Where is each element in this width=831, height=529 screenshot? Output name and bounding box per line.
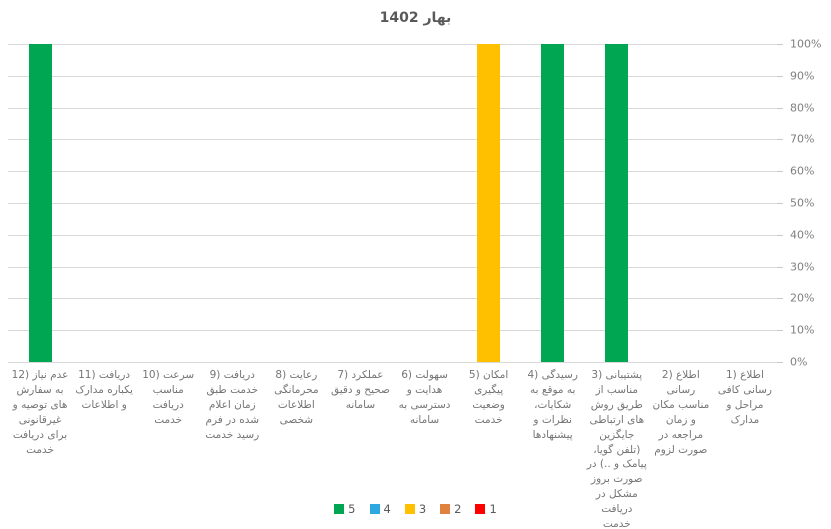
y-axis-tick [777, 107, 783, 109]
plot-area [8, 44, 777, 363]
legend-swatch-icon [404, 504, 415, 514]
legend-label: 5 [348, 502, 356, 516]
bar-category-3-rating-5 [605, 44, 629, 362]
gridline [8, 298, 777, 300]
gridline [8, 139, 777, 141]
gridline [8, 107, 777, 109]
y-axis-label: 80% [790, 101, 815, 115]
bar-category-4-rating-5 [541, 44, 565, 362]
y-axis-label: 100% [790, 37, 822, 51]
x-axis-label-1: 1) اطلاع رسانی کافی مراحل و مدارک [717, 369, 772, 426]
legend-label: 4 [383, 502, 391, 516]
y-axis-tick [777, 139, 783, 141]
bar-category-5-rating-3 [477, 44, 501, 362]
gridline [8, 234, 777, 236]
y-axis-tick [777, 266, 783, 268]
legend-item-5: 5 [334, 502, 356, 516]
legend-swatch-icon [369, 504, 380, 514]
y-axis-label: 30% [790, 260, 815, 274]
legend-swatch-icon [475, 504, 486, 514]
gridline [8, 203, 777, 204]
gridline [8, 266, 777, 268]
y-axis-tick [777, 234, 783, 236]
y-axis-tick [777, 44, 783, 45]
gridline [8, 44, 777, 45]
x-axis-label-2: 2) اطلاع رسانی مناسب مکان و زمان مراجعه … [652, 369, 710, 456]
x-axis-label-9: 9) دریافت خدمت طبق زمان اعلام شده در فرم… [205, 369, 260, 441]
legend-label: 3 [418, 502, 427, 516]
legend-label: 2 [454, 502, 462, 516]
x-axis-label-7: 7) عملکرد صحیح و دقیق سامانه [330, 369, 390, 411]
gridline [8, 362, 777, 363]
x-axis-label-3: 3) پشتیبانی مناسب از طریق روش های ارتباط… [586, 369, 647, 529]
legend-swatch-icon [334, 504, 345, 514]
y-axis-label: 20% [790, 291, 815, 305]
y-axis-tick [777, 75, 783, 77]
y-axis-label: 90% [790, 69, 815, 83]
gridline [8, 171, 777, 173]
y-axis-label: 10% [790, 323, 815, 337]
y-axis-label: 70% [790, 132, 815, 146]
y-axis-tick [777, 203, 783, 204]
y-axis-tick [777, 330, 783, 332]
legend-item-3: 3 [404, 502, 427, 516]
legend-swatch-icon [440, 504, 451, 514]
legend-item-4: 4 [369, 502, 391, 516]
bar-category-12-rating-5 [28, 44, 52, 362]
x-axis-label-4: 4) رسیدگی به موقع به شکایات، نظرات و پیش… [527, 369, 578, 441]
legend-label: 1 [489, 502, 497, 516]
gridline [8, 75, 777, 77]
chart-title: بهار 1402 [379, 10, 452, 26]
legend-item-2: 2 [440, 502, 461, 516]
x-axis-label-5: 5) امکان پیگیری وضعیت خدمت [468, 369, 509, 426]
y-axis-tick [777, 298, 783, 300]
legend-item-1: 1 [475, 502, 497, 516]
y-axis-label: 0% [790, 355, 808, 369]
x-axis-label-6: 6) سهولت هدایت و دسترسی به سامانه [398, 369, 451, 426]
y-axis-tick [777, 171, 783, 173]
x-axis-label-12: 12) عدم نیاز به سفارش های توصیه و غیرقان… [11, 369, 69, 456]
y-axis-label: 60% [790, 164, 815, 178]
legend: 5 4 3 2 1 [0, 502, 831, 516]
x-axis-label-10: 10) سرعت مناسب دریافت خدمت [142, 369, 195, 426]
x-axis-label-11: 11) دریافت یکباره مدارک و اطلاعات [75, 369, 133, 411]
y-axis-label: 50% [790, 196, 815, 210]
x-axis-label-8: 8) رعایت محرمانگی اطلاعات شخصی [274, 369, 319, 426]
y-axis-label: 40% [790, 228, 815, 242]
gridline [8, 330, 777, 332]
y-axis-tick [777, 362, 783, 363]
